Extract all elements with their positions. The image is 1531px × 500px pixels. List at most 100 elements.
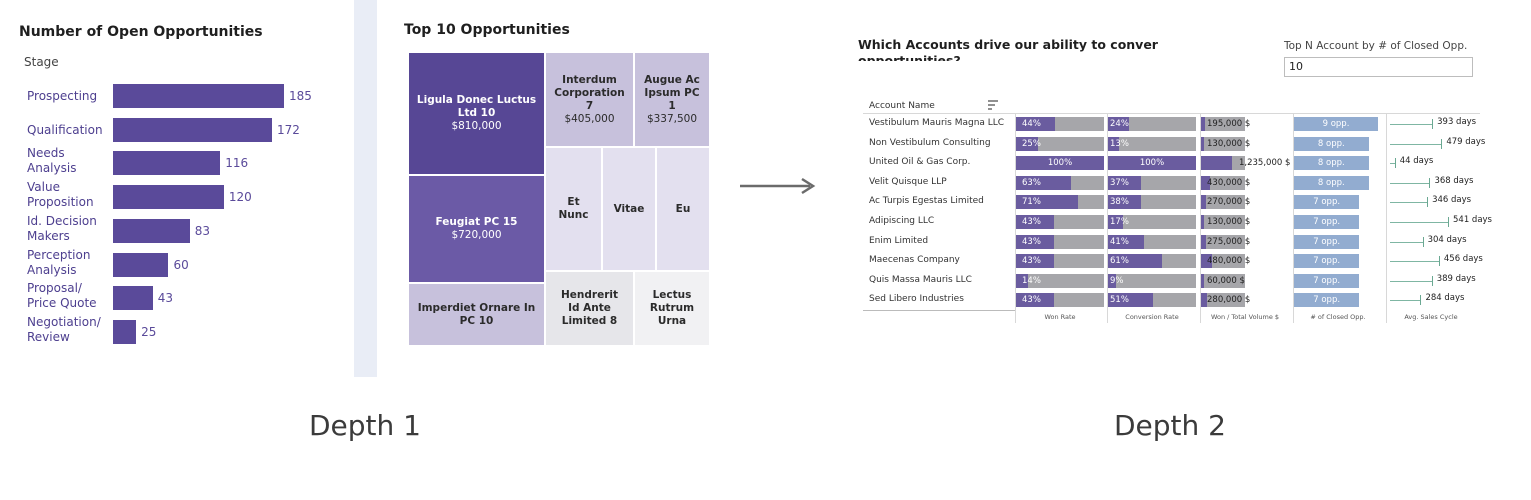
volume-bar [1201, 117, 1205, 131]
sales-cycle-line [1390, 241, 1423, 243]
conversion-rate-bar [1108, 117, 1130, 131]
bar-category-label-line: Prospecting [27, 89, 98, 103]
bar-value-label: 43 [157, 291, 174, 306]
volume-bar-bg [1201, 254, 1245, 269]
treemap-cell-label: Id Ante [568, 302, 611, 314]
closed-opp-bar [1294, 136, 1369, 151]
panel-separator [354, 0, 377, 377]
closed-opp-bar [1294, 215, 1360, 229]
sales-cycle-tick [1427, 197, 1429, 208]
conversion-rate-bar [1108, 234, 1145, 249]
conversion-rate-label: 51% [1110, 295, 1129, 306]
won-rate-label: 44% [1022, 119, 1041, 129]
account-name-cell: Velit Quisque LLP [869, 176, 947, 187]
depth-2-label: Depth 2 [1114, 409, 1226, 442]
bar [113, 117, 272, 142]
bar-category-label: Id. Decision Makers [27, 214, 117, 244]
treemap-cell: Hendrerit Id Ante Limited 8 [545, 271, 634, 346]
sales-cycle-line [1390, 202, 1428, 204]
conversion-rate-label: 61% [1110, 256, 1129, 267]
conversion-rate-bar [1108, 293, 1153, 308]
volume-bar [1201, 195, 1207, 210]
won-rate-bar [1016, 254, 1054, 269]
volume-label: 480,000 $ [1207, 256, 1251, 267]
bar-value-label: 185 [289, 89, 312, 103]
treemap-cell-label: Urna [657, 315, 687, 327]
won-rate-bar [1016, 136, 1038, 151]
volume-label: 270,000 $ [1207, 197, 1251, 208]
bar [113, 286, 153, 311]
account-name-cell: Maecenas Company [869, 255, 960, 266]
treemap-cell-label: Ipsum PC [644, 86, 700, 99]
conversion-rate-bar [1108, 273, 1116, 288]
volume-label: 280,000 $ [1207, 295, 1251, 306]
conversion-rate-bar-bg [1108, 273, 1196, 288]
conversion-rate-bar [1108, 136, 1120, 151]
treemap-cell: Imperdiet Ornare In PC 10 [408, 283, 545, 346]
bar-category-label: Proposal/Price Quote [27, 281, 117, 311]
bar [113, 151, 221, 176]
treemap-cell-label: 1 [668, 99, 676, 112]
closed-opp-label: 7 opp. [1313, 197, 1341, 208]
bar-category-label-line: Negotiation/ [27, 314, 101, 329]
bar-value-label: 25 [141, 324, 157, 339]
won-rate-bar [1016, 234, 1054, 249]
treemap-cell-label: Imperdiet Ornare In [417, 301, 536, 314]
account-name-cell: Non Vestibulum Consulting [869, 137, 991, 148]
bar-value-label: 60 [173, 257, 189, 272]
column-separator [1200, 113, 1201, 323]
won-rate-label: 63% [1022, 177, 1041, 188]
sales-cycle-tick [1394, 158, 1396, 169]
won-rate-bar [1016, 195, 1079, 210]
column-separator [1386, 113, 1387, 323]
sales-cycle-line [1390, 300, 1421, 302]
won-rate-label: 43% [1022, 295, 1041, 306]
table-header-rule [863, 113, 1480, 114]
open-opportunities-bar-chart: Prospecting 185 Qualification 172 Needs Analy… [0, 0, 354, 377]
conversion-rate-label: 17% [1110, 217, 1129, 227]
bar [113, 185, 224, 210]
bar-category-label-line: Price Quote [27, 296, 97, 311]
won-rate-label: 43% [1022, 256, 1041, 267]
sales-cycle-line [1390, 280, 1432, 282]
account-name-cell: Quis Massa Mauris LLC [869, 274, 972, 285]
conversion-rate-label: 100% [1139, 158, 1165, 169]
treemap-cell: Feugiat PC 15 $720,000 [408, 175, 545, 283]
won-rate-bar [1016, 156, 1104, 171]
sort-icon[interactable] [987, 99, 999, 111]
won-rate-label: 43% [1022, 236, 1041, 247]
volume-bar-bg [1201, 273, 1245, 288]
won-rate-bar [1016, 117, 1055, 131]
won-rate-bar [1016, 215, 1054, 229]
topn-input[interactable]: 10 [1284, 57, 1473, 77]
table-bottom-rule [863, 310, 1015, 311]
account-name-header[interactable]: Account Name [869, 101, 935, 111]
sales-cycle-line [1390, 163, 1395, 165]
conversion-rate-bar [1108, 215, 1123, 229]
treemap-cell-label: Corporation [554, 86, 625, 99]
conversion-rate-label: 24% [1110, 119, 1129, 129]
bar [113, 218, 190, 243]
treemap-cell-label: Augue Ac [644, 73, 700, 86]
volume-label: 130,000 $ [1207, 138, 1251, 149]
treemap-cell-label: 7 [585, 99, 594, 112]
column-footer-label: Won Rate [1044, 313, 1076, 321]
volume-bar [1201, 156, 1232, 171]
closed-opp-bar [1294, 175, 1369, 190]
sales-cycle-tick [1429, 177, 1431, 188]
volume-bar [1201, 175, 1210, 190]
bar [113, 84, 284, 108]
sales-cycle-tick [1431, 275, 1433, 286]
closed-opp-label: 7 opp. [1313, 295, 1341, 306]
closed-opp-label: 8 opp. [1317, 158, 1345, 169]
treemap-cell: Et Nunc [545, 147, 602, 271]
treemap-cell-label: Vitae [613, 202, 645, 215]
treemap-cell-label: PC 10 [459, 314, 494, 327]
account-name-cell: United Oil & Gas Corp. [869, 157, 971, 168]
closed-opp-bar [1294, 156, 1369, 171]
sales-cycle-tick [1448, 217, 1449, 227]
sales-cycle-label: 393 days [1437, 117, 1477, 127]
bar-category-label: Value Proposition [27, 180, 117, 210]
volume-bar-bg [1201, 234, 1245, 249]
top-opportunities-treemap: Ligula Donec Luctus Ltd 10 $810,000 Interdu… [408, 52, 710, 346]
